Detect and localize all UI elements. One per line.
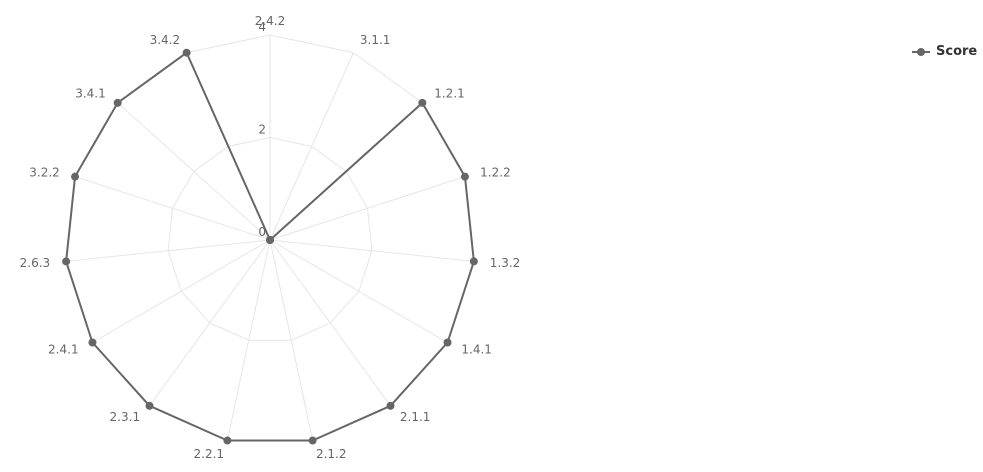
category-label: 2.3.1 <box>110 410 141 424</box>
grid-spoke <box>149 239 271 407</box>
data-point[interactable] <box>71 172 80 181</box>
category-label: 3.1.1 <box>360 33 391 47</box>
category-label: 2.6.3 <box>20 256 51 270</box>
category-label: 1.4.1 <box>461 343 492 357</box>
radial-tick-labels: 0 2 4 <box>258 20 266 239</box>
radial-tick-label: 0 <box>258 225 266 239</box>
grid-spoke <box>269 239 314 441</box>
data-point[interactable] <box>88 338 97 347</box>
category-label: 1.2.1 <box>434 86 465 100</box>
series-score[interactable] <box>62 48 478 445</box>
data-point[interactable] <box>113 98 122 107</box>
category-label: 2.1.2 <box>316 447 347 461</box>
category-label: 3.4.1 <box>75 86 106 100</box>
grid-spoke <box>269 239 448 343</box>
grid-spoke <box>269 52 354 241</box>
category-label: 1.2.2 <box>480 165 511 179</box>
data-point[interactable] <box>418 98 427 107</box>
category-label: 2.4.2 <box>255 14 286 28</box>
radial-tick-label: 2 <box>258 123 266 137</box>
data-point[interactable] <box>223 436 232 445</box>
category-label: 2.4.1 <box>48 343 79 357</box>
category-labels: 2.4.2 3.1.1 1.2.1 1.2.2 1.3.2 1.4.1 2.1.1 2.1.2… <box>20 14 521 461</box>
legend[interactable]: Score <box>912 44 977 59</box>
grid-spoke <box>226 239 271 441</box>
category-label: 3.2.2 <box>29 165 60 179</box>
radial-tick-label: 4 <box>258 20 266 34</box>
data-point[interactable] <box>266 236 274 244</box>
grid-spoke <box>117 102 271 241</box>
data-point[interactable] <box>308 436 317 445</box>
legend-label-score: Score <box>936 44 978 59</box>
category-label: 1.3.2 <box>490 256 521 270</box>
data-point[interactable] <box>460 172 469 181</box>
grid-ring <box>167 136 373 341</box>
grid-spoke <box>74 176 271 241</box>
category-label: 3.4.2 <box>150 33 181 47</box>
data-point[interactable] <box>386 401 395 410</box>
grid-spoke <box>269 239 474 262</box>
legend-symbol-score <box>912 46 930 58</box>
grid-spoke <box>269 176 466 241</box>
data-point[interactable] <box>182 48 191 57</box>
grid-spoke <box>92 239 271 343</box>
data-point[interactable] <box>469 257 478 266</box>
category-label: 2.1.1 <box>400 410 431 424</box>
data-point[interactable] <box>145 401 154 410</box>
category-label: 2.2.1 <box>194 447 225 461</box>
grid-spoke <box>269 239 391 407</box>
data-point[interactable] <box>62 257 71 266</box>
grid-spoke <box>66 239 271 262</box>
data-point[interactable] <box>443 338 452 347</box>
